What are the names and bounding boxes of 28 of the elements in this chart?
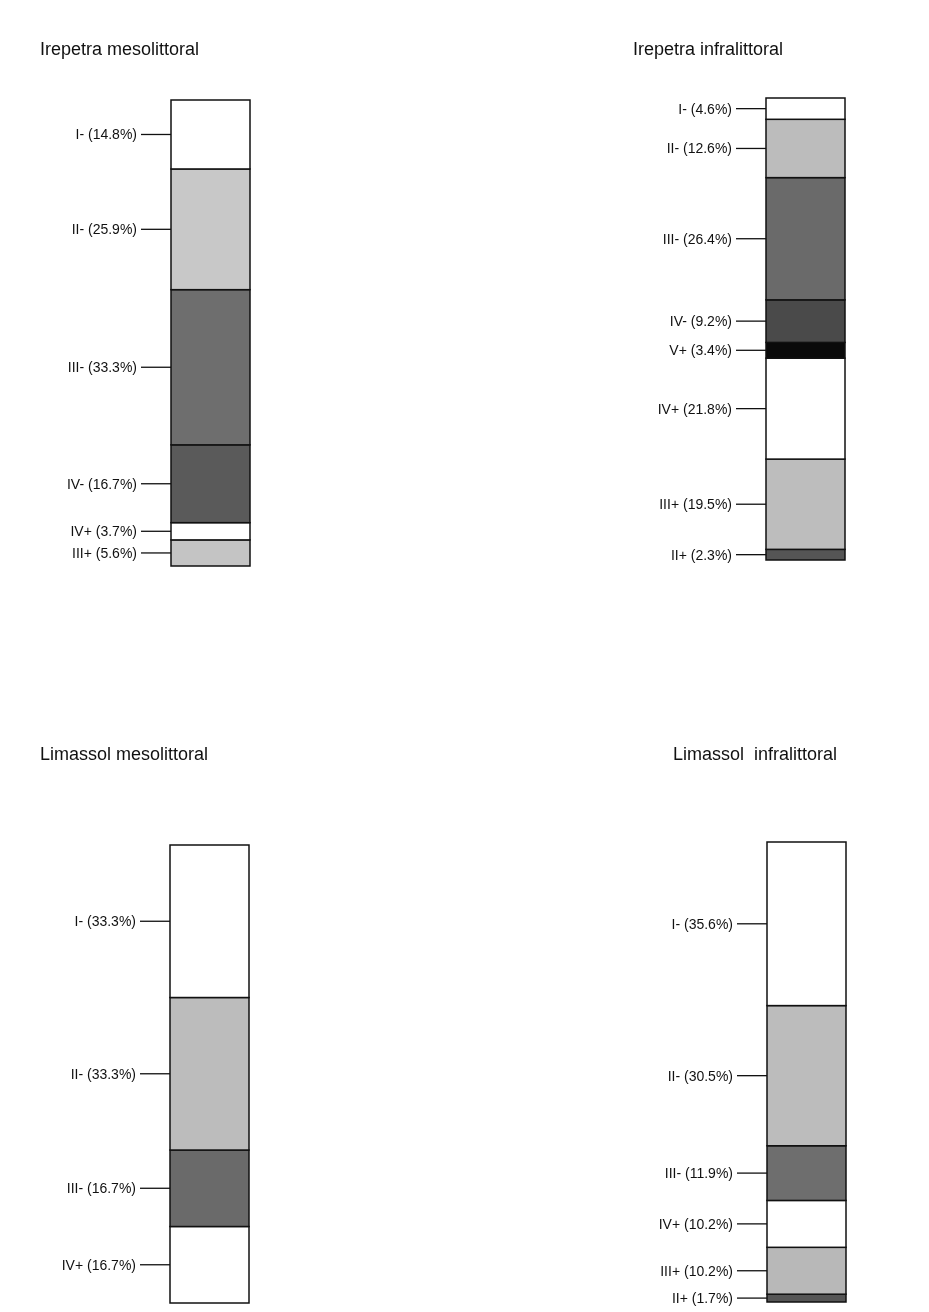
data-label: II+ (1.7%) — [671, 1289, 733, 1306]
data-label: IV- (16.7%) — [66, 475, 137, 492]
data-label: III- (16.7%) — [66, 1180, 136, 1197]
data-label: IV+ (3.7%) — [70, 523, 137, 540]
data-label: IV+ (21.8%) — [657, 400, 732, 417]
data-label: II- (33.3%) — [70, 1065, 136, 1082]
data-label: I- (4.6%) — [678, 100, 732, 117]
data-label: III+ (10.2%) — [660, 1262, 733, 1279]
data-label: IV+ (16.7%) — [61, 1256, 136, 1273]
chart-title: Limassol mesolittoral — [40, 744, 209, 764]
data-label: I- (35.6%) — [671, 915, 733, 932]
data-label: III+ (19.5%) — [659, 496, 732, 513]
data-label: II+ (2.3%) — [670, 546, 732, 563]
data-label: IV+ (10.2%) — [658, 1215, 733, 1232]
data-label: I- (14.8%) — [75, 126, 137, 143]
data-label: IV- (9.2%) — [669, 313, 732, 330]
data-label: II- (25.9%) — [71, 221, 137, 238]
data-label: I- (33.3%) — [74, 913, 136, 930]
chart-title: Irepetra mesolittoral — [40, 39, 200, 59]
data-label: III+ (5.6%) — [72, 544, 137, 561]
data-label: V+ (3.4%) — [669, 342, 732, 359]
data-label: III- (26.4%) — [662, 230, 732, 247]
chart-title: Irepetra infralittoral — [633, 39, 784, 59]
data-label: III- (11.9%) — [664, 1165, 733, 1181]
data-label: III- (33.3%) — [67, 359, 137, 376]
data-label: II- (12.6%) — [666, 140, 732, 157]
data-label: II- (30.5%) — [667, 1067, 733, 1084]
chart-title: Limassol infralittoral — [673, 744, 838, 764]
